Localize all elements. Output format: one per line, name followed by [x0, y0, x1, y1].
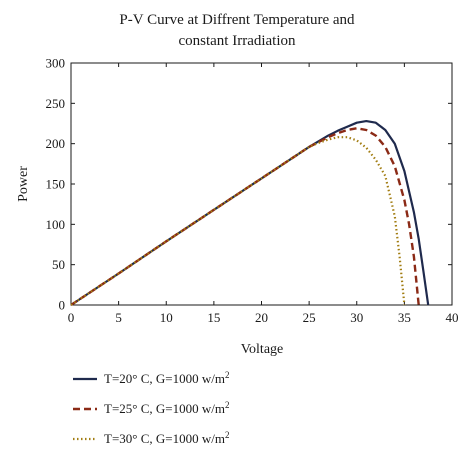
legend-label-3: T=30° C, G=1000 w/m2 [104, 430, 229, 446]
legend-label-superscript: 2 [225, 400, 230, 410]
x-tick-label: 30 [350, 310, 363, 325]
plot-area-frame [70, 62, 453, 306]
legend-label-text: T=30° C, G=1000 w/m [104, 431, 225, 446]
legend-label-text: T=20° C, G=1000 w/m [104, 371, 225, 386]
legend-label-superscript: 2 [225, 430, 230, 440]
x-tick-label: 20 [255, 310, 268, 325]
x-axis-label: Voltage [241, 342, 284, 357]
y-tick-label: 50 [52, 257, 65, 272]
legend-label-2: T=25° C, G=1000 w/m2 [104, 400, 229, 416]
series-line-1 [70, 119, 430, 306]
x-tick-label: 35 [398, 310, 411, 325]
x-tick-label: 40 [446, 310, 459, 325]
legend: T=20° C, G=1000 w/m2T=25° C, G=1000 w/m2… [73, 370, 229, 446]
y-tick-label: 150 [46, 177, 66, 192]
y-tick-label: 300 [46, 56, 66, 71]
x-tick-label: 15 [207, 310, 220, 325]
chart-title: P-V Curve at Diffrent Temperature and co… [0, 10, 474, 52]
legend-label-superscript: 2 [225, 370, 230, 380]
x-tick-label: 5 [115, 310, 122, 325]
legend-label-text: T=25° C, G=1000 w/m [104, 401, 225, 416]
x-tick-label: 0 [68, 310, 75, 325]
y-tick-label: 200 [46, 136, 66, 151]
x-tick-label: 25 [303, 310, 316, 325]
chart-title-line-2: constant Irradiation [178, 33, 296, 49]
chart-title-line-1: P-V Curve at Diffrent Temperature and [119, 12, 355, 28]
y-axis-label: Power [16, 166, 31, 202]
y-tick-label: 250 [46, 96, 66, 111]
x-tick-label: 10 [160, 310, 173, 325]
y-tick-label: 0 [59, 298, 66, 313]
legend-label-1: T=20° C, G=1000 w/m2 [104, 370, 229, 386]
series-line-2 [70, 127, 420, 307]
series-line-3 [70, 136, 406, 306]
y-tick-label: 100 [46, 217, 66, 232]
